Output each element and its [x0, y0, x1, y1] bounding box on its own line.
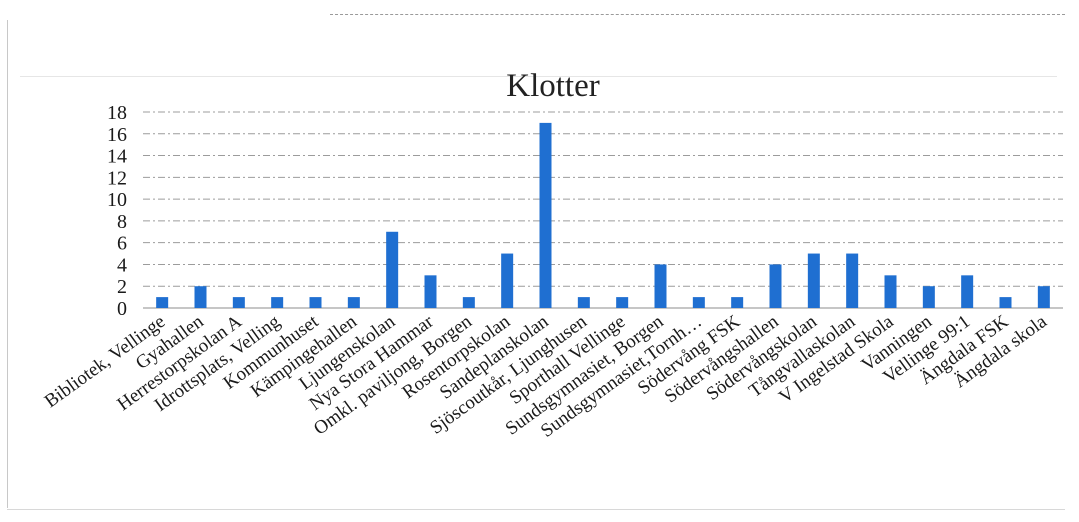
- bar: [961, 275, 974, 308]
- bar: [616, 297, 629, 308]
- bar: [271, 297, 284, 308]
- y-tick-label: 16: [107, 124, 127, 146]
- chart-title: Klotter: [506, 68, 599, 104]
- bar: [884, 275, 897, 308]
- bar: [577, 297, 590, 308]
- bar: [654, 264, 667, 308]
- bar: [807, 253, 820, 308]
- bar: [156, 297, 169, 308]
- bar: [922, 286, 935, 308]
- bar: [692, 297, 705, 308]
- frame-top-edge: [330, 14, 1065, 15]
- bars: [156, 122, 1050, 308]
- y-tick-label: 6: [117, 233, 127, 255]
- bar: [731, 297, 744, 308]
- y-tick-label: 14: [107, 146, 127, 168]
- bar: [424, 275, 437, 308]
- y-tick-label: 4: [117, 254, 127, 276]
- y-tick-label: 18: [107, 102, 127, 124]
- y-tick-label: 2: [117, 276, 127, 298]
- x-axis-ticks: Bibliotek, VellingeGyahallenHerrestorpsk…: [41, 311, 1051, 442]
- frame-bottom-edge: [7, 509, 1065, 510]
- gridlines: [143, 111, 1063, 309]
- bar: [539, 122, 552, 308]
- bar: [846, 253, 859, 308]
- bar: [309, 297, 322, 308]
- y-tick-label: 0: [117, 298, 127, 320]
- y-tick-label: 8: [117, 211, 127, 233]
- frame-left-edge: [7, 20, 8, 508]
- bar: [347, 297, 360, 308]
- bar: [386, 231, 399, 308]
- bar: [462, 297, 475, 308]
- chart-area-top-edge: [20, 76, 1057, 77]
- y-tick-label: 12: [107, 167, 127, 189]
- bar: [194, 286, 207, 308]
- bar: [501, 253, 514, 308]
- bar: [1037, 286, 1050, 308]
- y-tick-label: 10: [107, 189, 127, 211]
- bar: [232, 297, 245, 308]
- bar: [999, 297, 1012, 308]
- bar: [769, 264, 782, 308]
